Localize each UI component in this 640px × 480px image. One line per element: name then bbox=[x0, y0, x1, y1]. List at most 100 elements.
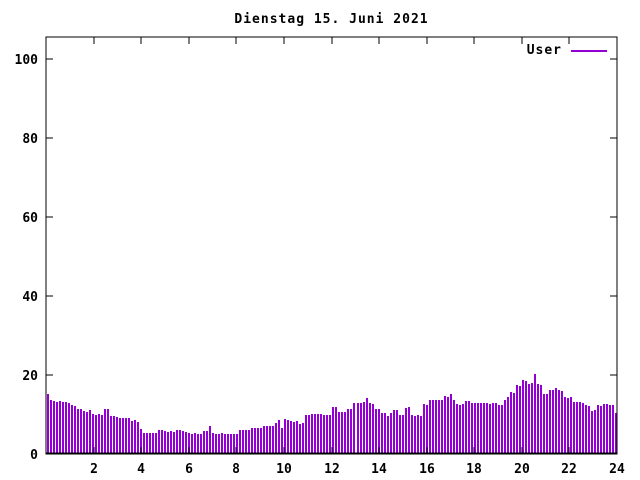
bar bbox=[254, 428, 256, 453]
bar bbox=[326, 415, 328, 453]
bar bbox=[56, 402, 58, 453]
bar bbox=[338, 412, 340, 453]
bar bbox=[293, 422, 295, 453]
bar bbox=[417, 415, 419, 453]
bar bbox=[441, 400, 443, 453]
bar bbox=[305, 415, 307, 453]
bar bbox=[480, 403, 482, 453]
bar bbox=[77, 409, 79, 453]
bar bbox=[492, 403, 494, 453]
bar bbox=[606, 404, 608, 453]
legend-line-sample bbox=[571, 49, 607, 52]
bar bbox=[453, 400, 455, 453]
bar bbox=[462, 404, 464, 453]
bar bbox=[519, 386, 521, 453]
bar bbox=[50, 400, 52, 453]
bar bbox=[209, 426, 211, 453]
bar bbox=[161, 430, 163, 453]
bar bbox=[390, 413, 392, 453]
bar bbox=[522, 380, 524, 453]
bar bbox=[59, 401, 61, 453]
x-tick-label: 6 bbox=[185, 462, 193, 477]
bar bbox=[92, 414, 94, 453]
bar bbox=[278, 420, 280, 453]
bar bbox=[402, 415, 404, 453]
y-tick-label: 100 bbox=[15, 53, 39, 68]
bar bbox=[230, 434, 232, 453]
bar bbox=[302, 423, 304, 453]
bar bbox=[543, 394, 545, 453]
y-tick-label: 60 bbox=[22, 211, 38, 226]
bar bbox=[588, 406, 590, 453]
bar bbox=[579, 402, 581, 453]
bar bbox=[350, 409, 352, 453]
bar bbox=[540, 385, 542, 453]
bar bbox=[594, 410, 596, 453]
bar bbox=[257, 428, 259, 453]
bar bbox=[155, 433, 157, 453]
bar bbox=[456, 404, 458, 453]
bar bbox=[573, 402, 575, 453]
bar bbox=[182, 431, 184, 453]
bar bbox=[609, 405, 611, 453]
bar bbox=[197, 434, 199, 453]
x-tick-label: 14 bbox=[371, 462, 387, 477]
bar bbox=[71, 405, 73, 453]
bar bbox=[387, 416, 389, 453]
bar bbox=[600, 406, 602, 453]
bar bbox=[384, 413, 386, 453]
bar bbox=[239, 430, 241, 453]
bar bbox=[585, 405, 587, 453]
bar bbox=[357, 403, 359, 453]
bar bbox=[396, 410, 398, 453]
bar bbox=[65, 402, 67, 453]
bar bbox=[393, 410, 395, 453]
bar bbox=[429, 400, 431, 453]
bar bbox=[284, 419, 286, 453]
bar bbox=[74, 406, 76, 453]
bar bbox=[191, 434, 193, 453]
bar bbox=[444, 396, 446, 453]
bar bbox=[332, 407, 334, 453]
bar bbox=[465, 401, 467, 453]
bar bbox=[471, 403, 473, 453]
bar bbox=[582, 403, 584, 453]
bar bbox=[122, 418, 124, 453]
bar bbox=[558, 390, 560, 453]
bar bbox=[405, 408, 407, 453]
bar bbox=[173, 432, 175, 453]
bar bbox=[215, 434, 217, 453]
bar bbox=[507, 397, 509, 453]
x-tick-label: 22 bbox=[561, 462, 577, 477]
bar bbox=[179, 430, 181, 453]
bar bbox=[564, 397, 566, 453]
bar bbox=[110, 416, 112, 453]
bar bbox=[260, 428, 262, 453]
bar bbox=[242, 430, 244, 453]
bar bbox=[435, 400, 437, 453]
bar bbox=[483, 403, 485, 453]
bar bbox=[296, 421, 298, 453]
legend-label: User bbox=[526, 43, 562, 58]
bar bbox=[137, 422, 139, 453]
y-tick-label: 20 bbox=[22, 369, 38, 384]
bar bbox=[501, 405, 503, 453]
bar bbox=[360, 403, 362, 453]
bar bbox=[308, 415, 310, 453]
bar bbox=[113, 416, 115, 453]
bar bbox=[236, 434, 238, 453]
x-tick-label: 8 bbox=[232, 462, 240, 477]
bar bbox=[329, 415, 331, 453]
bar bbox=[188, 433, 190, 453]
bar bbox=[53, 401, 55, 453]
bar bbox=[47, 394, 49, 453]
bar bbox=[248, 430, 250, 453]
bar bbox=[353, 403, 355, 453]
bar bbox=[206, 431, 208, 453]
bar bbox=[531, 383, 533, 453]
bar bbox=[134, 420, 136, 453]
bar bbox=[335, 407, 337, 453]
bar bbox=[68, 403, 70, 453]
bar bbox=[149, 433, 151, 453]
chart-title: Dienstag 15. Juni 2021 bbox=[234, 12, 429, 27]
